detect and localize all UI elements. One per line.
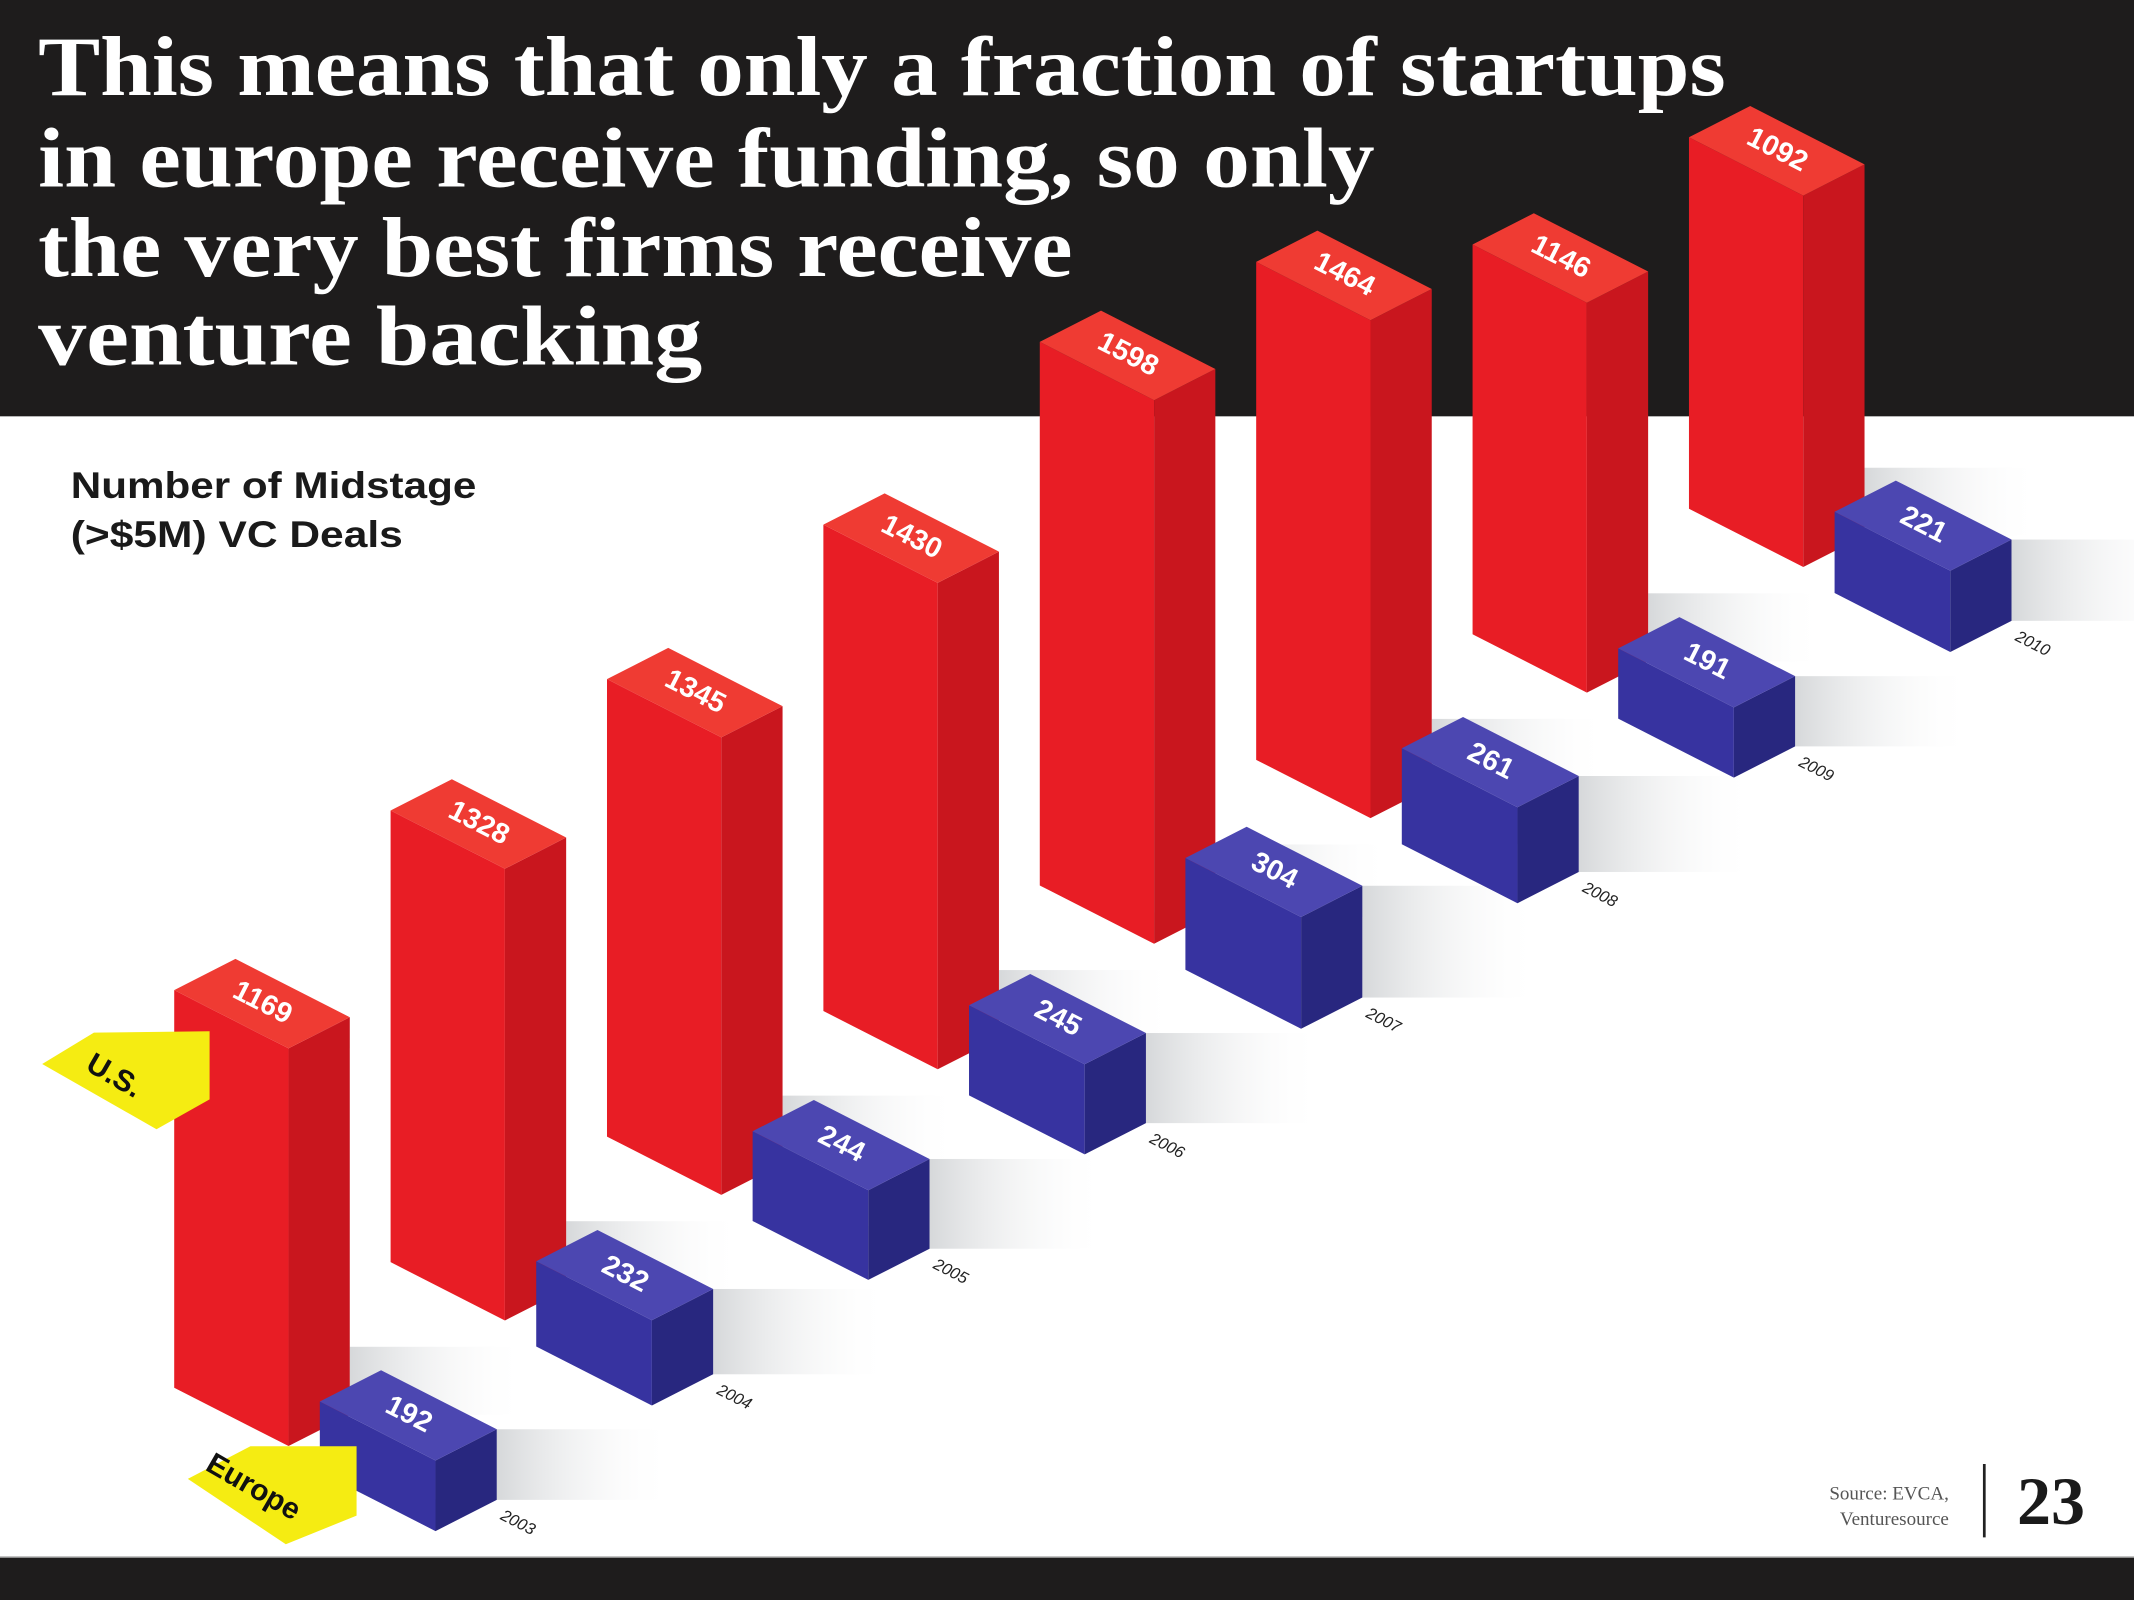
europe-box-front <box>1834 511 1951 653</box>
europe-box-shadow <box>929 1158 1107 1249</box>
us-bar-front <box>823 524 938 1070</box>
us-bar-2006: 1430 <box>823 493 999 1070</box>
us-bar-side <box>1586 271 1649 693</box>
us-bar-top <box>1688 106 1865 196</box>
source-line: Venturesource <box>1840 1509 1949 1530</box>
us-bar-2009: 1146 <box>1472 213 1649 693</box>
us-bar-side <box>721 706 783 1195</box>
year-label: 2006 <box>1146 1129 1188 1162</box>
europe-box-shadow <box>1362 885 1540 998</box>
year-label: 2003 <box>497 1506 538 1539</box>
europe-box-shadow <box>2011 539 2134 621</box>
europe-box-side <box>435 1429 497 1532</box>
us-bar-top <box>823 493 999 583</box>
us-bar-2007: 1598 <box>1039 310 1216 944</box>
title-line: This means that only a fraction of start… <box>38 21 1726 114</box>
us-bar-side <box>288 1017 350 1447</box>
us-bar-front <box>174 990 289 1447</box>
us-bar-2004: 1328 <box>390 779 567 1321</box>
europe-box-shadow <box>1795 676 1973 747</box>
europe-box-top <box>969 974 1146 1065</box>
legend-europe-tag: Europe <box>187 1446 357 1545</box>
us-bar-top <box>174 958 350 1049</box>
year-label: 2004 <box>713 1380 754 1413</box>
page-number: 23 <box>2017 1463 2085 1539</box>
us-bar-side <box>504 837 567 1321</box>
europe-box-top <box>1401 717 1579 808</box>
us-bar-side <box>1370 288 1432 819</box>
us-bar-top <box>1039 310 1216 401</box>
europe-box-front <box>1401 748 1518 904</box>
europe-box-side <box>651 1288 714 1406</box>
us-bar-top <box>1472 213 1649 303</box>
europe-box-front <box>752 1131 869 1280</box>
us-bar-front <box>1688 137 1804 567</box>
europe-box-shadow <box>1145 1033 1323 1124</box>
us-bar-front <box>390 810 505 1321</box>
year-label: 2005 <box>930 1255 972 1288</box>
us-bar-front <box>1256 261 1371 819</box>
europe-box-front <box>536 1261 652 1406</box>
title-line: in europe receive funding, so only <box>38 112 1374 205</box>
europe-tag-shape <box>187 1446 357 1545</box>
subtitle-line: Number of Midstage <box>71 465 477 506</box>
europe-box-top <box>1618 617 1796 708</box>
year-label: 2008 <box>1579 878 1620 911</box>
source-line: Source: EVCA, <box>1829 1483 1949 1504</box>
europe-box-top <box>1185 826 1363 917</box>
us-bar-side <box>1803 164 1865 567</box>
title-line: the very best firms receive <box>38 202 1072 295</box>
us-bar-2008: 1464 <box>1256 230 1432 819</box>
europe-box-front <box>969 1005 1085 1155</box>
us-bar-side <box>937 551 999 1070</box>
us-bar-2005: 1345 <box>606 647 783 1195</box>
us-tag-shape <box>42 1031 210 1130</box>
us-bar-top <box>1256 230 1432 321</box>
europe-box-side <box>1950 539 2012 653</box>
europe-box-shadow <box>496 1429 674 1500</box>
us-bar-top <box>606 647 783 738</box>
europe-box-shadow <box>1578 775 1756 872</box>
europe-box-side <box>1084 1033 1146 1155</box>
us-bar-2010: 1092 <box>1688 106 1865 567</box>
europe-box-top <box>752 1100 930 1191</box>
europe-box-top <box>1834 480 2012 571</box>
year-label: 2009 <box>1795 753 1836 786</box>
page-title: This means that only a fraction of start… <box>38 21 1726 383</box>
us-bar-front <box>1039 341 1155 944</box>
europe-box-side <box>1517 775 1579 904</box>
europe-box-top <box>536 1229 714 1321</box>
us-bar-top <box>390 779 567 869</box>
title-line: venture backing <box>38 291 702 384</box>
europe-box-side <box>1301 885 1363 1029</box>
source-note: Source: EVCA, Venturesource <box>1829 1483 1949 1530</box>
year-label: 2010 <box>2012 627 2053 660</box>
footer-band <box>0 1557 2134 1600</box>
us-bar-front <box>606 679 722 1195</box>
us-bar-2003: 1169 <box>174 958 350 1447</box>
europe-box-front <box>319 1401 436 1532</box>
europe-box-side <box>1733 676 1796 778</box>
europe-box-front <box>1185 858 1302 1029</box>
us-bar-front <box>1472 244 1587 693</box>
subtitle-line: (>$5M) VC Deals <box>71 514 403 555</box>
europe-box-top <box>319 1370 497 1461</box>
europe-box-side <box>868 1158 930 1280</box>
europe-box-shadow <box>713 1288 891 1375</box>
europe-box-front <box>1618 648 1734 778</box>
year-label: 2007 <box>1362 1004 1404 1037</box>
us-bar-side <box>1154 368 1216 944</box>
chart-subtitle: Number of Midstage (>$5M) VC Deals <box>71 465 477 555</box>
